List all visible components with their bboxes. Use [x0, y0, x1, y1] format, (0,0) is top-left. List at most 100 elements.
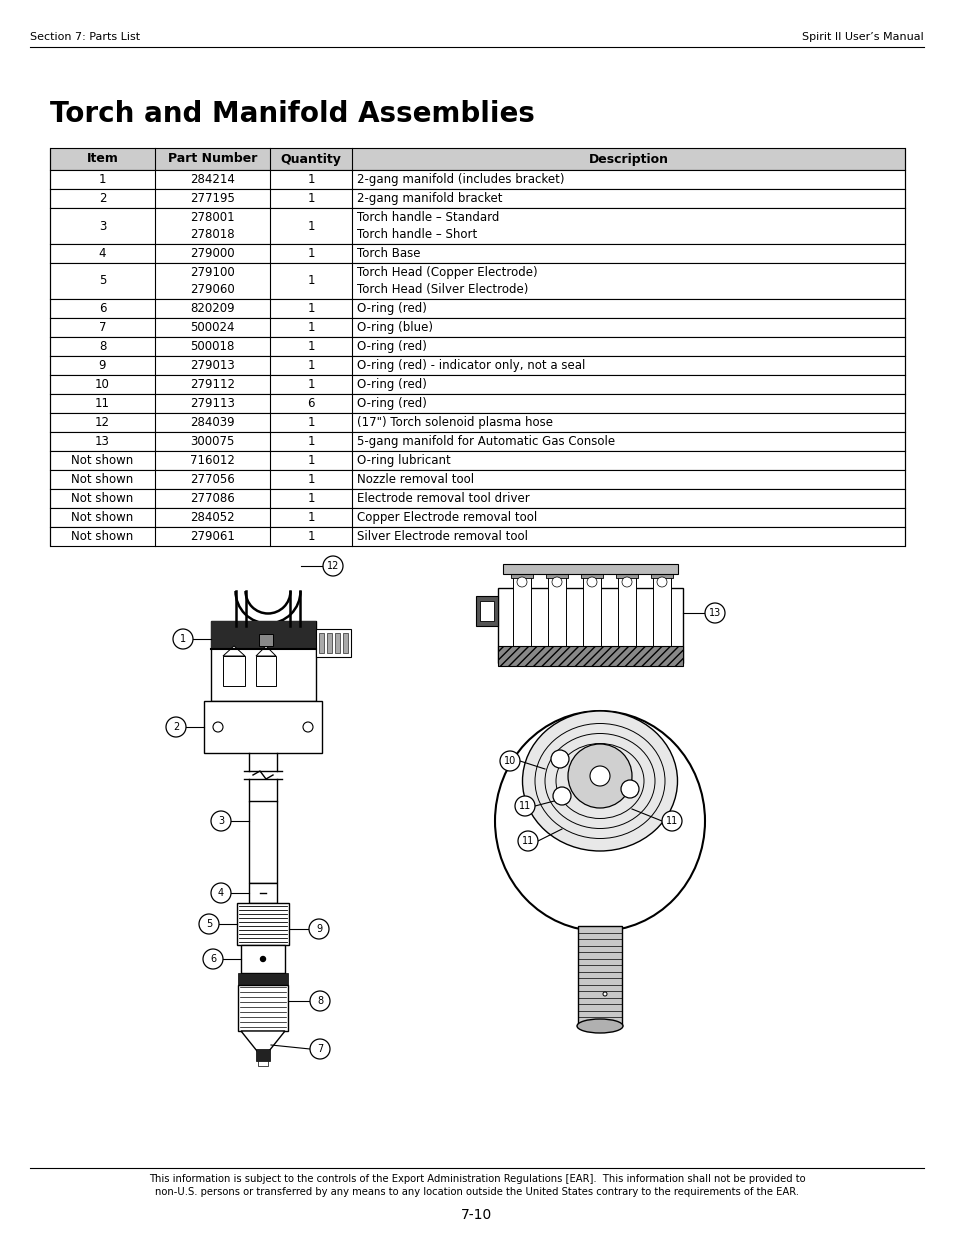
Bar: [547, 576, 565, 661]
Circle shape: [172, 629, 193, 650]
Text: 300075: 300075: [190, 435, 234, 448]
Text: 279113: 279113: [190, 396, 234, 410]
Bar: [618, 576, 636, 661]
Text: O-ring (red): O-ring (red): [356, 340, 426, 353]
Text: 1: 1: [307, 173, 314, 186]
Bar: [327, 634, 332, 653]
Text: 9: 9: [99, 359, 106, 372]
Text: 1: 1: [307, 378, 314, 391]
Text: Not shown: Not shown: [71, 473, 133, 487]
Text: 1: 1: [307, 340, 314, 353]
Text: 6: 6: [99, 303, 106, 315]
Text: 10: 10: [503, 756, 516, 766]
Ellipse shape: [495, 711, 704, 931]
Bar: [652, 576, 670, 661]
Text: 500018: 500018: [190, 340, 234, 353]
Text: O-ring (red) - indicator only, not a seal: O-ring (red) - indicator only, not a sea…: [356, 359, 585, 372]
Text: O-ring lubricant: O-ring lubricant: [356, 454, 450, 467]
Text: 278018: 278018: [190, 227, 234, 241]
Text: 2: 2: [172, 722, 179, 732]
Text: 500024: 500024: [190, 321, 234, 333]
Text: Copper Electrode removal tool: Copper Electrode removal tool: [356, 511, 537, 524]
Text: 7-10: 7-10: [461, 1208, 492, 1221]
Text: Nozzle removal tool: Nozzle removal tool: [356, 473, 474, 487]
Bar: [479, 601, 494, 621]
Text: 1: 1: [307, 435, 314, 448]
Circle shape: [552, 577, 561, 587]
Bar: [50, 489, 904, 508]
Text: Item: Item: [87, 152, 118, 165]
Text: Torch Head (Copper Electrode): Torch Head (Copper Electrode): [356, 267, 537, 279]
Text: Torch handle – Short: Torch handle – Short: [356, 227, 476, 241]
Bar: [50, 207, 904, 245]
Bar: [580, 568, 602, 578]
Bar: [545, 568, 567, 578]
Text: Torch Head (Silver Electrode): Torch Head (Silver Electrode): [356, 283, 528, 295]
Circle shape: [310, 1039, 330, 1058]
Circle shape: [213, 722, 223, 732]
Polygon shape: [223, 646, 245, 656]
Text: 3: 3: [99, 220, 106, 232]
Text: 9: 9: [315, 924, 322, 934]
Bar: [211, 621, 315, 701]
Circle shape: [323, 556, 343, 576]
Text: 1: 1: [307, 303, 314, 315]
Text: 1: 1: [307, 247, 314, 261]
Bar: [315, 629, 351, 657]
Text: Silver Electrode removal tool: Silver Electrode removal tool: [356, 530, 527, 543]
Bar: [50, 508, 904, 527]
Bar: [223, 656, 245, 685]
Bar: [50, 375, 904, 394]
Text: Torch Base: Torch Base: [356, 247, 420, 261]
Text: 12: 12: [95, 416, 110, 429]
Text: 1: 1: [307, 473, 314, 487]
Text: 1: 1: [307, 454, 314, 467]
Text: 8: 8: [99, 340, 106, 353]
Text: 10: 10: [95, 378, 110, 391]
Circle shape: [309, 919, 329, 939]
Polygon shape: [241, 1031, 285, 1051]
Text: 6: 6: [210, 953, 215, 965]
Text: 2: 2: [99, 191, 106, 205]
Bar: [50, 412, 904, 432]
Circle shape: [704, 603, 724, 622]
Text: 2-gang manifold bracket: 2-gang manifold bracket: [356, 191, 502, 205]
Text: 6: 6: [307, 396, 314, 410]
Circle shape: [203, 948, 223, 969]
Text: 279060: 279060: [190, 283, 234, 295]
Circle shape: [166, 718, 186, 737]
Bar: [343, 634, 348, 653]
Text: Torch and Manifold Assemblies: Torch and Manifold Assemblies: [50, 100, 535, 128]
Text: (17") Torch solenoid plasma hose: (17") Torch solenoid plasma hose: [356, 416, 553, 429]
Text: 11: 11: [518, 802, 531, 811]
Text: Not shown: Not shown: [71, 530, 133, 543]
Bar: [616, 568, 638, 578]
Bar: [237, 973, 288, 986]
Text: Spirit II User’s Manual: Spirit II User’s Manual: [801, 32, 923, 42]
Bar: [50, 148, 904, 170]
Text: 284214: 284214: [190, 173, 234, 186]
Text: 1: 1: [307, 359, 314, 372]
Bar: [318, 634, 324, 653]
Text: 13: 13: [95, 435, 110, 448]
Bar: [50, 471, 904, 489]
Text: 277086: 277086: [190, 492, 234, 505]
Text: 1: 1: [307, 492, 314, 505]
Text: This information is subject to the controls of the Export Administration Regulat: This information is subject to the contr…: [149, 1174, 804, 1184]
Bar: [335, 634, 339, 653]
Text: 1: 1: [307, 274, 314, 288]
Text: 284052: 284052: [190, 511, 234, 524]
Bar: [255, 1049, 270, 1061]
Text: 279112: 279112: [190, 378, 234, 391]
Text: 8: 8: [316, 995, 323, 1007]
Text: 1: 1: [307, 530, 314, 543]
Text: 3: 3: [217, 816, 224, 826]
Bar: [211, 621, 315, 650]
Circle shape: [260, 956, 265, 962]
Bar: [50, 337, 904, 356]
Bar: [249, 802, 276, 883]
Bar: [50, 394, 904, 412]
Text: 277056: 277056: [190, 473, 234, 487]
Text: 1: 1: [307, 416, 314, 429]
Text: 279000: 279000: [190, 247, 234, 261]
